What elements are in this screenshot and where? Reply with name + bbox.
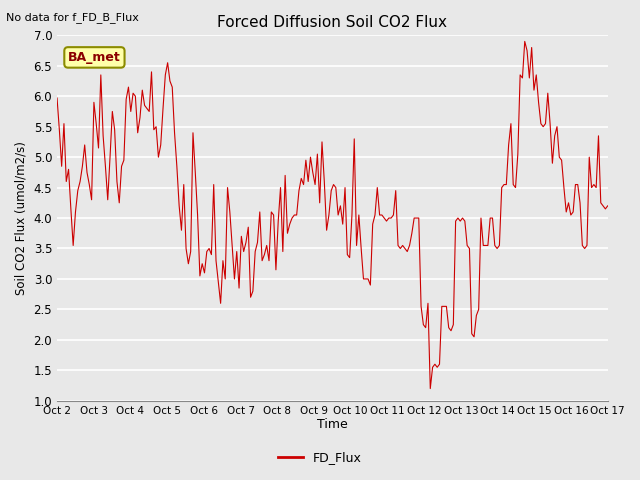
Title: Forced Diffusion Soil CO2 Flux: Forced Diffusion Soil CO2 Flux (218, 15, 447, 30)
X-axis label: Time: Time (317, 419, 348, 432)
Y-axis label: Soil CO2 Flux (umol/m2/s): Soil CO2 Flux (umol/m2/s) (15, 141, 28, 295)
Legend: FD_Flux: FD_Flux (273, 446, 367, 469)
Text: No data for f_FD_B_Flux: No data for f_FD_B_Flux (6, 12, 140, 23)
Text: BA_met: BA_met (68, 51, 121, 64)
